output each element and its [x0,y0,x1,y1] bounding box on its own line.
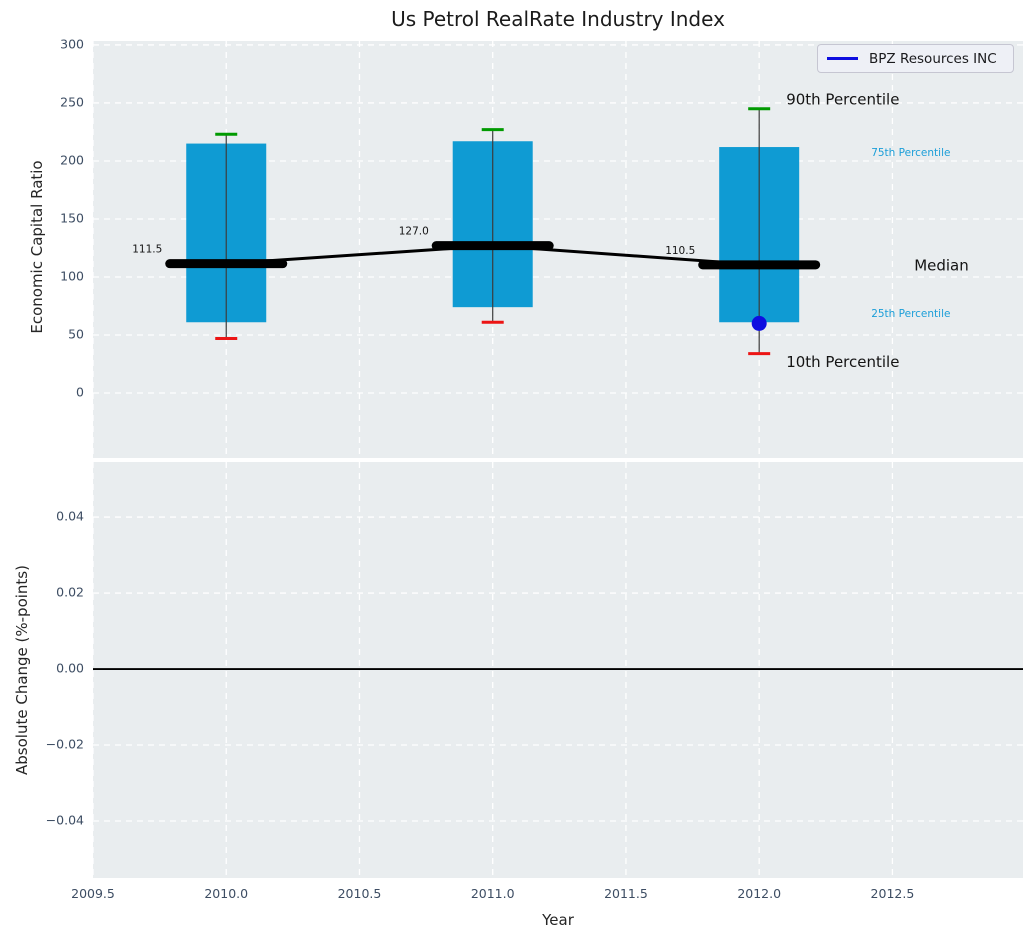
label-90th-percentile: 90th Percentile [786,90,899,108]
legend: BPZ Resources INC [817,44,1014,73]
label-median: Median [914,256,969,274]
x-tick-label: 2009.5 [71,886,115,901]
x-tick-label: 2010.5 [338,886,382,901]
legend-label: BPZ Resources INC [869,50,997,67]
top-y-tick-label: 300 [60,36,84,51]
top-y-tick-label: 50 [68,327,84,342]
median-value-label-2010: 111.5 [132,244,162,256]
company-point-dot [751,315,767,331]
label-75th-percentile: 75th Percentile [871,147,950,159]
x-tick-label: 2011.5 [604,886,648,901]
bottom-plot-background [93,462,1023,878]
bottom-y-axis-label: Absolute Change (%-points) [13,565,31,775]
x-tick-label: 2011.0 [471,886,515,901]
top-y-axis-label: Economic Capital Ratio [28,160,46,334]
top-y-tick-label: 100 [60,268,84,283]
top-y-tick-label: 150 [60,210,84,225]
bottom-y-tick-label: 0.02 [56,585,84,600]
bottom-y-tick-label: 0.04 [56,509,84,524]
bottom-y-tick-label: 0.00 [56,661,84,676]
label-10th-percentile: 10th Percentile [786,353,899,371]
top-y-tick-label: 200 [60,152,84,167]
median-value-label-2012: 110.5 [665,245,695,257]
x-axis-label: Year [542,911,574,929]
label-25th-percentile: 25th Percentile [871,308,950,320]
bottom-y-tick-label: −0.04 [46,813,84,828]
median-value-label-2011: 127.0 [399,226,429,238]
top-y-tick-label: 0 [76,385,84,400]
x-tick-label: 2010.0 [204,886,248,901]
x-tick-label: 2012.5 [871,886,915,901]
x-tick-label: 2012.0 [737,886,781,901]
legend-line-sample [827,57,858,60]
top-y-tick-label: 250 [60,94,84,109]
chart-title: Us Petrol RealRate Industry Index [391,7,725,31]
bottom-y-tick-label: −0.02 [46,737,84,752]
